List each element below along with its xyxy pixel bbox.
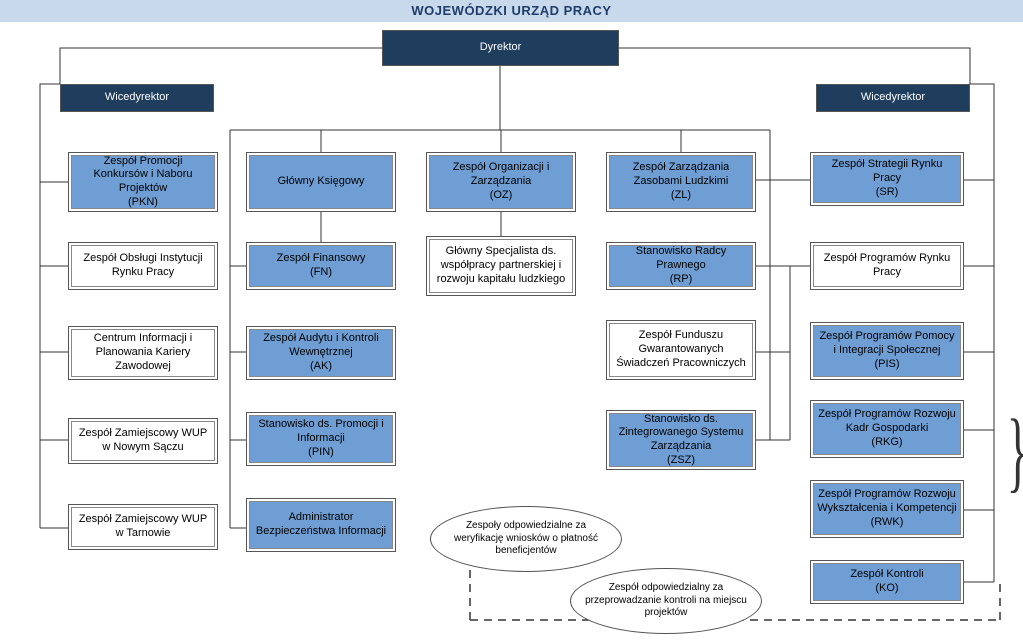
node-c1r3: Centrum Informacji i Planowania Kariery … xyxy=(68,326,218,380)
node-c5r2: Zespół Programów Rynku Pracy xyxy=(810,242,964,290)
node-vdR: Wicedyrektor xyxy=(816,84,970,112)
node-c4r3: Zespół Funduszu Gwarantowanych Świadczeń… xyxy=(606,320,756,380)
node-c2r4: Stanowisko ds. Promocji i Informacji (PI… xyxy=(246,412,396,466)
ellipse-e1: Zespoły odpowiedzialne za weryfikację wn… xyxy=(430,506,622,572)
node-c3r1: Zespół Organizacji i Zarządzania (OZ) xyxy=(426,152,576,212)
node-c1r4: Zespół Zamiejscowy WUP w Nowym Sączu xyxy=(68,418,218,464)
node-c1r1: Zespół Promocji Konkursów i Naboru Proje… xyxy=(68,152,218,212)
org-chart-canvas: WOJEWÓDZKI URZĄD PRACY Dyrektor Wicedyrek… xyxy=(0,0,1023,640)
node-c4r1: Zespół Zarządzania Zasobami Ludzkimi (ZL… xyxy=(606,152,756,212)
node-c5r4: Zespół Programów Rozwoju Kadr Gospodarki… xyxy=(810,400,964,458)
node-c4r2: Stanowisko Radcy Prawnego (RP) xyxy=(606,242,756,290)
node-c1r2: Zespół Obsługi Instytucji Rynku Pracy xyxy=(68,242,218,290)
node-c2r3: Zespół Audytu i Kontroli Wewnętrznej (AK… xyxy=(246,326,396,380)
node-c5r3: Zespół Programów Pomocy i Integracji Spo… xyxy=(810,322,964,380)
node-c2r2: Zespół Finansowy (FN) xyxy=(246,242,396,290)
node-c2r5: Administrator Bezpieczeństwa Informacji xyxy=(246,498,396,552)
brace-right: } xyxy=(1007,400,1023,503)
node-c5r6: Zespół Kontroli (KO) xyxy=(810,560,964,604)
banner: WOJEWÓDZKI URZĄD PRACY xyxy=(0,0,1023,22)
node-c2r1: Główny Księgowy xyxy=(246,152,396,212)
node-c4r4: Stanowisko ds. Zintegrowanego Systemu Za… xyxy=(606,410,756,470)
ellipse-e2: Zespół odpowiedzialny za przeprowadzanie… xyxy=(570,568,762,634)
node-c5r1: Zespół Strategii Rynku Pracy (SR) xyxy=(810,152,964,206)
node-c1r5: Zespół Zamiejscowy WUP w Tarnowie xyxy=(68,504,218,550)
node-c5r5: Zespół Programów Rozwoju Wykształcenia i… xyxy=(810,480,964,538)
node-dir: Dyrektor xyxy=(382,30,619,66)
node-vdL: Wicedyrektor xyxy=(60,84,214,112)
node-c3r2: Główny Specjalista ds. współpracy partne… xyxy=(426,236,576,296)
